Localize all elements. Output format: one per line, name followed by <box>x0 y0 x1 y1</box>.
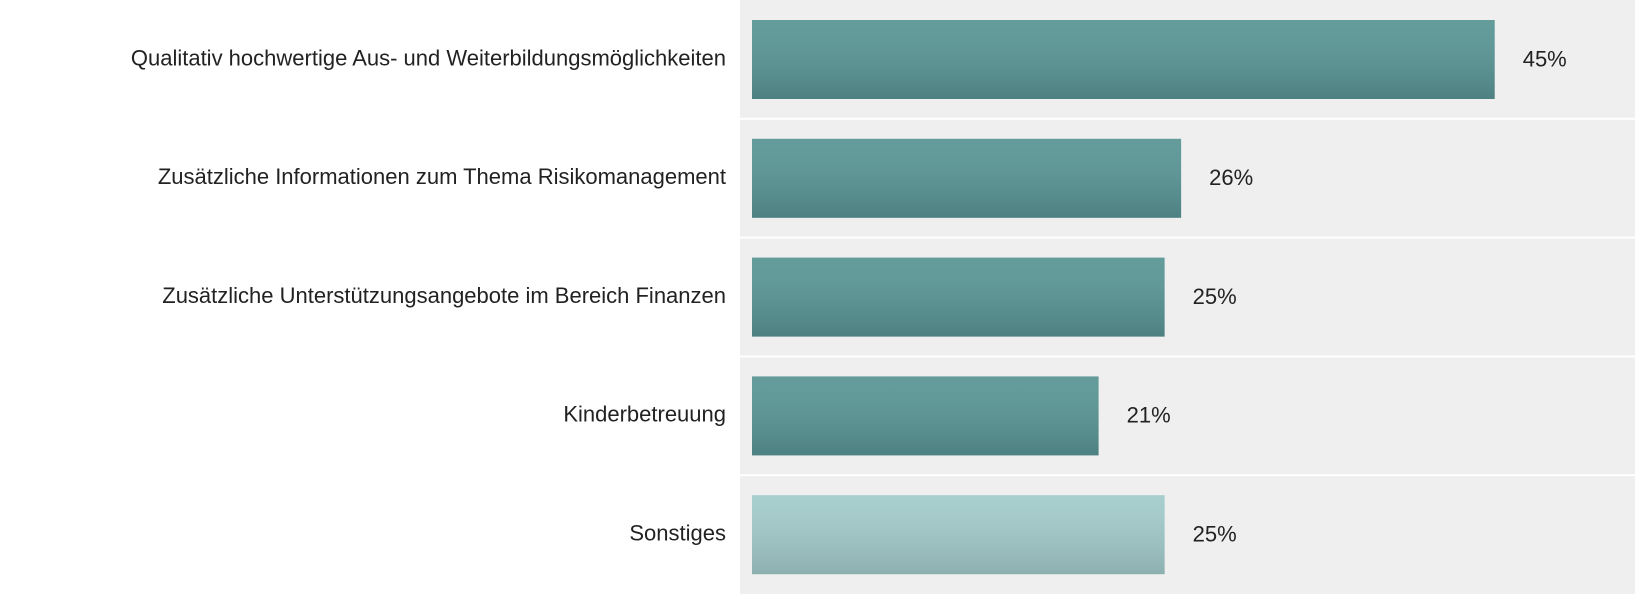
category-label: Zusätzliche Unterstützungsangebote im Be… <box>162 283 726 308</box>
row-separator <box>740 117 1635 120</box>
row-separator <box>740 474 1635 477</box>
category-label: Kinderbetreuung <box>563 402 726 427</box>
value-label: 25% <box>1193 522 1237 547</box>
row-separator <box>740 236 1635 239</box>
row-separator <box>740 355 1635 358</box>
bar-shade <box>752 138 1182 218</box>
value-label: 26% <box>1209 165 1253 190</box>
category-label: Sonstiges <box>629 521 726 546</box>
category-label: Zusätzliche Informationen zum Thema Risi… <box>158 164 726 189</box>
bar-shade <box>752 20 1495 99</box>
value-label: 45% <box>1523 46 1567 71</box>
bar-shade <box>752 376 1099 456</box>
bar-shade <box>752 495 1165 575</box>
bar-shade <box>752 257 1165 337</box>
category-label: Qualitativ hochwertige Aus- und Weiterbi… <box>131 45 726 70</box>
value-label: 25% <box>1193 284 1237 309</box>
value-label: 21% <box>1127 403 1171 428</box>
